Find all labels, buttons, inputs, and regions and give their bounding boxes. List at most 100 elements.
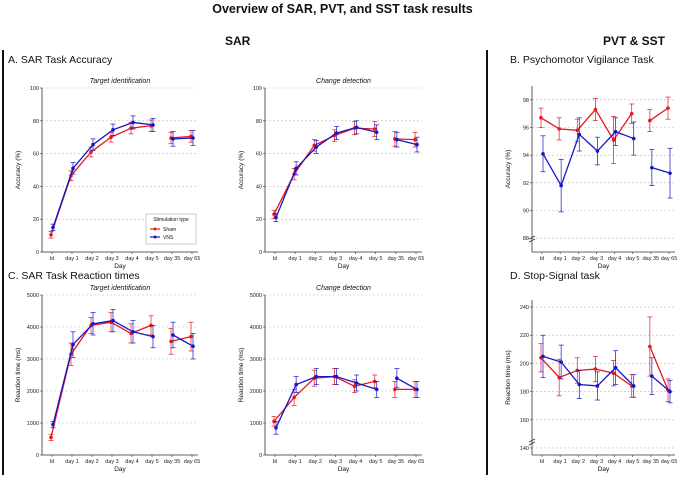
data-point-vns xyxy=(415,387,419,392)
data-point-vns xyxy=(191,136,195,140)
chart-c2-title: Change detection xyxy=(316,285,371,292)
chart-c2: Change detection 0 1000 2000 3000 4000 5000 bl d… xyxy=(238,285,424,473)
x-tick-label: day 4 xyxy=(125,459,138,465)
data-point-vns xyxy=(631,384,636,388)
y-tick-label: 0 xyxy=(259,250,262,256)
series-line-vns-followup xyxy=(651,166,671,174)
data-point-vns xyxy=(171,333,175,337)
data-point-vns xyxy=(294,166,298,171)
y-axis-label: Accuracy (%) xyxy=(238,151,245,190)
left-divider xyxy=(2,50,4,475)
x-tick-label: day 4 xyxy=(349,459,362,465)
series-line-sham-followup xyxy=(649,346,669,391)
y-tick-label: 80 xyxy=(256,119,262,125)
y-tick-label: 100 xyxy=(253,86,262,92)
data-point-sham xyxy=(593,367,598,371)
x-tick-label: bl xyxy=(50,459,54,465)
series-line-vns-followup xyxy=(651,375,671,393)
y-tick-label: 90 xyxy=(523,209,529,215)
legend-entry: Sham xyxy=(163,227,176,233)
x-tick-label: day 5 xyxy=(369,459,382,465)
x-tick-label: day 1 xyxy=(65,256,78,262)
data-point-sham xyxy=(272,212,276,217)
data-point-vns xyxy=(191,344,195,349)
x-tick-label: day 65 xyxy=(661,256,678,262)
data-point-vns xyxy=(51,225,55,230)
data-point-vns xyxy=(374,387,379,392)
x-tick-label: day 2 xyxy=(85,256,98,262)
data-point-vns xyxy=(71,342,75,347)
data-point-sham xyxy=(611,371,616,376)
y-axis-label: Reaction time (ms) xyxy=(238,348,245,403)
x-tick-label: day 1 xyxy=(553,459,566,465)
axis-break-mark xyxy=(528,238,536,243)
series-line-vns xyxy=(52,121,154,228)
y-tick-label: 240 xyxy=(520,305,529,311)
y-axis-label: Reaction time (ms) xyxy=(505,350,512,405)
data-point-vns xyxy=(613,129,618,134)
data-point-vns xyxy=(559,183,563,188)
x-tick-label: day 2 xyxy=(309,256,322,262)
legend-marker xyxy=(153,227,157,231)
data-point-sham xyxy=(189,334,193,339)
series-line-vns-followup xyxy=(396,377,418,390)
x-tick-label: day 1 xyxy=(288,459,301,465)
data-point-vns xyxy=(71,166,75,171)
data-point-vns xyxy=(559,360,563,364)
data-point-sham xyxy=(393,387,397,392)
data-point-vns xyxy=(613,365,618,370)
y-tick-label: 4000 xyxy=(250,325,262,331)
data-point-vns xyxy=(595,149,600,153)
data-point-vns xyxy=(395,137,399,142)
x-tick-label: day 3 xyxy=(329,256,342,262)
data-point-vns xyxy=(131,330,135,334)
series-line-sham-followup xyxy=(649,107,669,122)
main-title: Overview of SAR, PVT, and SST task resul… xyxy=(212,2,473,16)
panel-d-title: D. Stop-Signal task xyxy=(510,270,600,282)
data-point-vns xyxy=(294,382,298,387)
data-point-vns xyxy=(334,374,339,379)
series-line-vns-followup xyxy=(396,139,418,146)
y-tick-label: 1000 xyxy=(250,421,262,427)
data-point-vns xyxy=(151,334,155,339)
y-tick-label: 80 xyxy=(33,119,39,125)
legend-entry: VNS xyxy=(163,235,174,241)
y-tick-label: 3000 xyxy=(250,357,262,363)
pvt-sst-section-title: PVT & SST xyxy=(603,34,666,48)
y-tick-label: 88 xyxy=(523,236,529,242)
x-tick-label: bl xyxy=(540,256,544,262)
data-point-vns xyxy=(577,382,582,387)
data-point-vns xyxy=(334,131,339,135)
data-point-sham xyxy=(539,116,543,120)
data-point-vns xyxy=(668,171,672,175)
y-tick-label: 2000 xyxy=(250,389,262,395)
x-tick-label: day 3 xyxy=(590,256,603,262)
y-axis-label: Reaction time (ms) xyxy=(15,348,22,403)
y-tick-label: 0 xyxy=(36,453,39,459)
x-axis-label: Day xyxy=(598,263,610,270)
y-tick-label: 1000 xyxy=(27,421,39,427)
data-point-sham xyxy=(372,127,377,131)
data-point-sham xyxy=(413,137,417,142)
x-tick-label: day 35 xyxy=(164,256,181,262)
data-point-vns xyxy=(91,322,95,326)
x-tick-label: bl xyxy=(273,459,277,465)
x-tick-label: day 65 xyxy=(408,256,425,262)
y-tick-label: 92 xyxy=(523,181,529,187)
y-tick-label: 60 xyxy=(256,152,262,158)
series-line-sham xyxy=(540,108,633,142)
y-tick-label: 160 xyxy=(520,418,529,424)
legend-title: Stimulation type xyxy=(153,217,189,223)
data-point-vns xyxy=(171,137,175,141)
legend-marker xyxy=(153,235,157,239)
y-tick-label: 180 xyxy=(520,390,529,396)
panel-a-title: A. SAR Task Accuracy xyxy=(8,54,113,66)
x-axis-label: Day xyxy=(114,466,126,473)
y-tick-label: 94 xyxy=(523,153,529,159)
center-divider xyxy=(486,50,488,475)
data-point-sham xyxy=(666,106,670,110)
x-tick-label: day 1 xyxy=(288,256,301,262)
x-tick-label: day 3 xyxy=(590,459,603,465)
data-point-sham xyxy=(49,232,53,237)
